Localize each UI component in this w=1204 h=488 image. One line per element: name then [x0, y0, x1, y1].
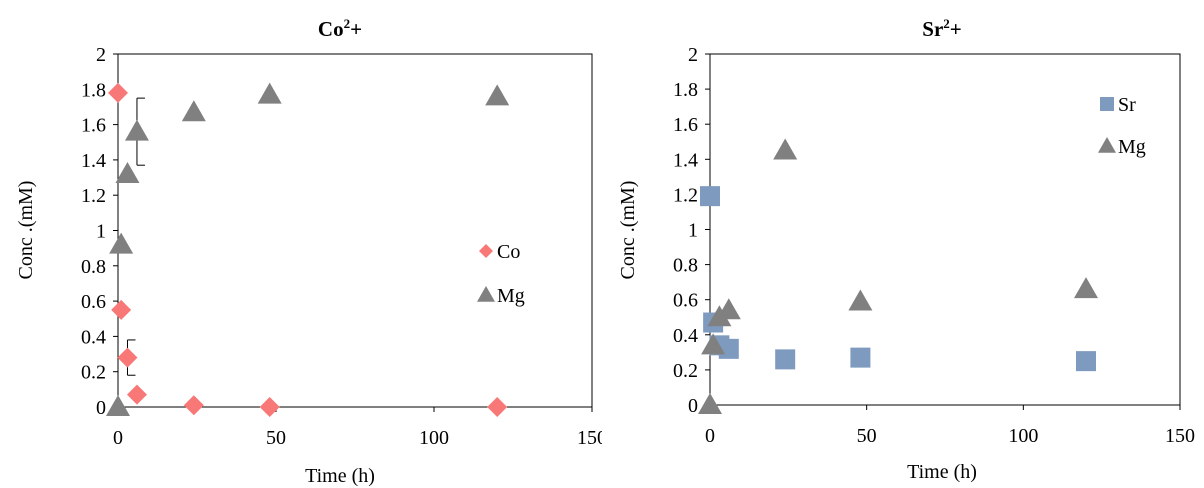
- y-tick-label: 1.8: [81, 79, 106, 101]
- y-tick-label: 1.4: [81, 150, 106, 172]
- y-tick-label: 0.2: [81, 362, 106, 384]
- y-tick-label: 1.2: [673, 184, 698, 206]
- legend-entry-mg: Mg: [1098, 136, 1146, 158]
- mg-data-point: [701, 333, 726, 355]
- y-tick-label: 2: [96, 44, 106, 66]
- mg-data-point: [124, 119, 149, 141]
- co-data-point: [126, 384, 147, 405]
- sr-data-point: [850, 347, 871, 368]
- legend-marker: [477, 286, 495, 302]
- legend-marker: [1100, 97, 1114, 111]
- y-tick-label: 1.8: [673, 79, 698, 101]
- y-tick-label: 0: [96, 397, 106, 419]
- y-tick-label: 1.2: [81, 185, 106, 207]
- x-tick-label: 100: [1008, 425, 1038, 447]
- x-tick-label: 100: [419, 427, 449, 449]
- legend-entry-co: Co: [479, 241, 520, 263]
- x-tick-label: 150: [577, 427, 602, 449]
- y-tick-label: 0.8: [673, 255, 698, 277]
- mg-data-point: [848, 289, 873, 311]
- chart-title: Sr2+: [922, 16, 961, 41]
- mg-data-point: [109, 232, 134, 254]
- co-data-point: [108, 82, 128, 103]
- y-tick-label: 2: [688, 44, 698, 66]
- x-tick-label: 50: [857, 425, 877, 447]
- y-tick-label: 0: [688, 395, 698, 417]
- legend-label: Mg: [1118, 136, 1146, 158]
- mg-data-point: [106, 395, 130, 416]
- y-tick-label: 1: [96, 221, 106, 243]
- sr-chart: Sr2+ Time (h) Conc .(mM) 0 0.2 0.4 0.6 0.8 1 1…: [617, 16, 1195, 483]
- mg-data-point: [1074, 277, 1098, 299]
- mg-data-point: [181, 100, 206, 122]
- co-data-point: [487, 397, 508, 417]
- x-tick-label: 150: [1165, 425, 1195, 447]
- y-tick-label: 1.6: [673, 114, 698, 136]
- co-data-point: [117, 347, 138, 368]
- co-data-point: [259, 397, 280, 417]
- y-tick-label: 1.6: [81, 115, 106, 137]
- x-axis-label: Time (h): [907, 461, 977, 483]
- mg-data-point: [485, 84, 510, 106]
- legend-entry-mg: Mg: [477, 285, 525, 307]
- legend-entry-sr: Sr: [1100, 94, 1136, 116]
- x-tick-label: 0: [113, 427, 123, 449]
- y-tick-label: 1.4: [673, 149, 698, 171]
- legend-label: Mg: [497, 285, 525, 307]
- co-chart: Co2+ Time (h) Conc .(mM) 0 0.2 0.4 0.6 0.8 1 1…: [15, 16, 602, 487]
- x-tick-label: 50: [266, 427, 286, 449]
- y-tick-label: 0.6: [81, 291, 106, 313]
- mg-data-point: [257, 82, 282, 104]
- chart-title: Co2+: [318, 16, 362, 41]
- sr-data-point: [1076, 351, 1096, 372]
- legend-label: Sr: [1118, 94, 1136, 116]
- co-data-point: [183, 395, 204, 416]
- y-tick-label: 0.2: [673, 360, 698, 382]
- co-data-point: [111, 299, 132, 320]
- y-tick-label: 0.4: [81, 326, 106, 348]
- y-axis-label: Conc .(mM): [15, 181, 37, 280]
- sr-data-point: [775, 349, 796, 370]
- x-axis-label: Time (h): [305, 465, 375, 487]
- y-tick-label: 0.4: [673, 325, 698, 347]
- mg-data-point: [115, 162, 140, 184]
- legend-marker: [479, 244, 493, 258]
- x-tick-label: 0: [705, 425, 715, 447]
- mg-data-point: [716, 298, 741, 320]
- legend-marker: [1098, 137, 1116, 153]
- sr-data-point: [700, 186, 720, 207]
- y-axis-label: Conc .(mM): [617, 181, 639, 280]
- plot-area: [117, 53, 593, 408]
- mg-data-point: [698, 393, 722, 414]
- y-tick-label: 0.6: [673, 290, 698, 312]
- y-tick-label: 0.8: [81, 256, 106, 278]
- y-tick-label: 1: [688, 220, 698, 242]
- mg-data-point: [773, 138, 798, 160]
- legend-label: Co: [497, 241, 520, 263]
